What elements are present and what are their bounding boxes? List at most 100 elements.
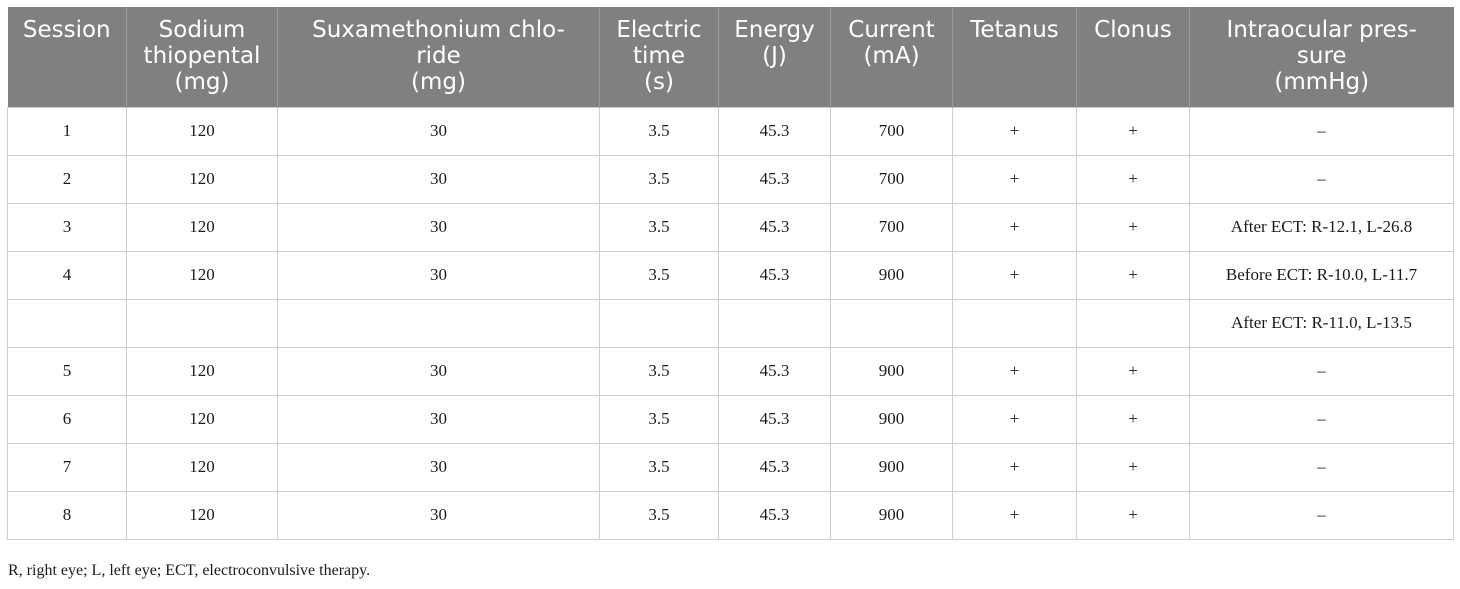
table-cell: 900 [830,250,953,300]
table-cell: + [1076,106,1190,156]
table-cell: + [952,202,1077,252]
table-row: 3 120 30 3.5 45.3 700 + + After ECT: R-12.1, L-2… [7,202,1454,252]
column-header: Tetanus [952,7,1077,107]
column-header-line: (mg) [174,69,230,95]
table-row: After ECT: R-11.0, L-13.5 [7,298,1454,348]
column-header-line: Suxamethonium chlo- [312,17,565,43]
table-container: Session Sodium thiopental (mg) Suxamethonium… [7,7,1454,540]
column-header-line: sure [1296,43,1347,69]
column-header-line: (mA) [863,43,920,69]
column-header: Sodium thiopental (mg) [126,7,278,107]
table-cell: 30 [277,202,600,252]
table-cell: After ECT: R-12.1, L-26.8 [1189,202,1454,252]
column-header-line: thiopental [143,43,261,69]
column-header: Session [7,7,127,107]
table-cell: 8 [7,490,127,540]
table-cell: + [952,106,1077,156]
table-cell: 120 [126,394,278,444]
table-row: 7 120 30 3.5 45.3 900 + + – [7,442,1454,492]
table-footnote: R, right eye; L, left eye; ECT, electroc… [8,562,371,579]
column-header-line: Current [848,17,935,43]
table-cell: 120 [126,442,278,492]
column-header: Energy (J) [718,7,831,107]
table-cell: 700 [830,154,953,204]
table-cell: 30 [277,250,600,300]
column-header-line: Sodium [158,17,246,43]
column-header-line: Clonus [1094,17,1172,43]
table-cell [7,298,127,348]
table-cell: 700 [830,106,953,156]
table-cell [277,298,600,348]
table-cell: Before ECT: R-10.0, L-11.7 [1189,250,1454,300]
table-cell: 30 [277,154,600,204]
table-cell: + [952,490,1077,540]
column-header: Current (mA) [830,7,953,107]
table-cell: + [1076,250,1190,300]
table-row: 8 120 30 3.5 45.3 900 + + – [7,490,1454,540]
column-header-line: Electric [616,17,702,43]
column-header-line: Tetanus [970,17,1059,43]
header-row: Session Sodium thiopental (mg) Suxamethonium… [7,7,1454,107]
table-cell: + [1076,154,1190,204]
table-cell: 120 [126,154,278,204]
table-cell: + [952,442,1077,492]
table-cell: 3.5 [599,106,719,156]
table-cell: 3.5 [599,154,719,204]
table-cell: 45.3 [718,202,831,252]
table-cell: 3.5 [599,202,719,252]
table-cell: – [1189,106,1454,156]
table-cell: 4 [7,250,127,300]
table-cell: 900 [830,394,953,444]
column-header: Electric time (s) [599,7,719,107]
table-cell: + [1076,394,1190,444]
table-row: 1 120 30 3.5 45.3 700 + + – [7,106,1454,156]
table-cell: 900 [830,346,953,396]
table-cell [599,298,719,348]
table-cell: 1 [7,106,127,156]
table-cell: + [952,394,1077,444]
table-cell: – [1189,394,1454,444]
table-cell: + [952,154,1077,204]
table-cell: + [952,250,1077,300]
table-cell: 30 [277,106,600,156]
table-row: 2 120 30 3.5 45.3 700 + + – [7,154,1454,204]
table-cell [126,298,278,348]
table-cell: 120 [126,346,278,396]
table-cell: 45.3 [718,490,831,540]
table-cell: + [1076,202,1190,252]
table-cell: 45.3 [718,442,831,492]
table-cell: 45.3 [718,106,831,156]
table-body: 1 120 30 3.5 45.3 700 + + –2 120 30 3.5 45.3 700 + + –3 1… [7,106,1454,540]
table-row: 5 120 30 3.5 45.3 900 + + – [7,346,1454,396]
table-cell: 120 [126,106,278,156]
table-cell: 3.5 [599,346,719,396]
table-cell: 120 [126,202,278,252]
table-cell: – [1189,346,1454,396]
table-cell: 900 [830,442,953,492]
table-cell: 120 [126,250,278,300]
table-cell: After ECT: R-11.0, L-13.5 [1189,298,1454,348]
column-header-line: Energy [734,17,815,43]
column-header-line: (J) [762,43,787,69]
table-cell: + [1076,442,1190,492]
table-cell: 900 [830,490,953,540]
table-row: 6 120 30 3.5 45.3 900 + + – [7,394,1454,444]
table-cell: 30 [277,442,600,492]
table-cell: + [1076,490,1190,540]
table-cell: 6 [7,394,127,444]
table-cell: 2 [7,154,127,204]
column-header: Suxamethonium chlo-ride (mg) [277,7,600,107]
column-header-line: Intraocular pres- [1226,17,1417,43]
table-cell: 3.5 [599,250,719,300]
table-cell: 7 [7,442,127,492]
table-cell: + [1076,346,1190,396]
table-cell: 3.5 [599,394,719,444]
table-cell: + [952,346,1077,396]
table-cell: 3.5 [599,490,719,540]
column-header-line: Session [22,17,111,43]
table-cell: 3.5 [599,442,719,492]
column-header: Clonus [1076,7,1190,107]
column-header-line: ride [416,43,461,69]
table-row: 4 120 30 3.5 45.3 900 + + Before ECT: R-10.0, L-… [7,250,1454,300]
column-header-line: time [633,43,685,69]
